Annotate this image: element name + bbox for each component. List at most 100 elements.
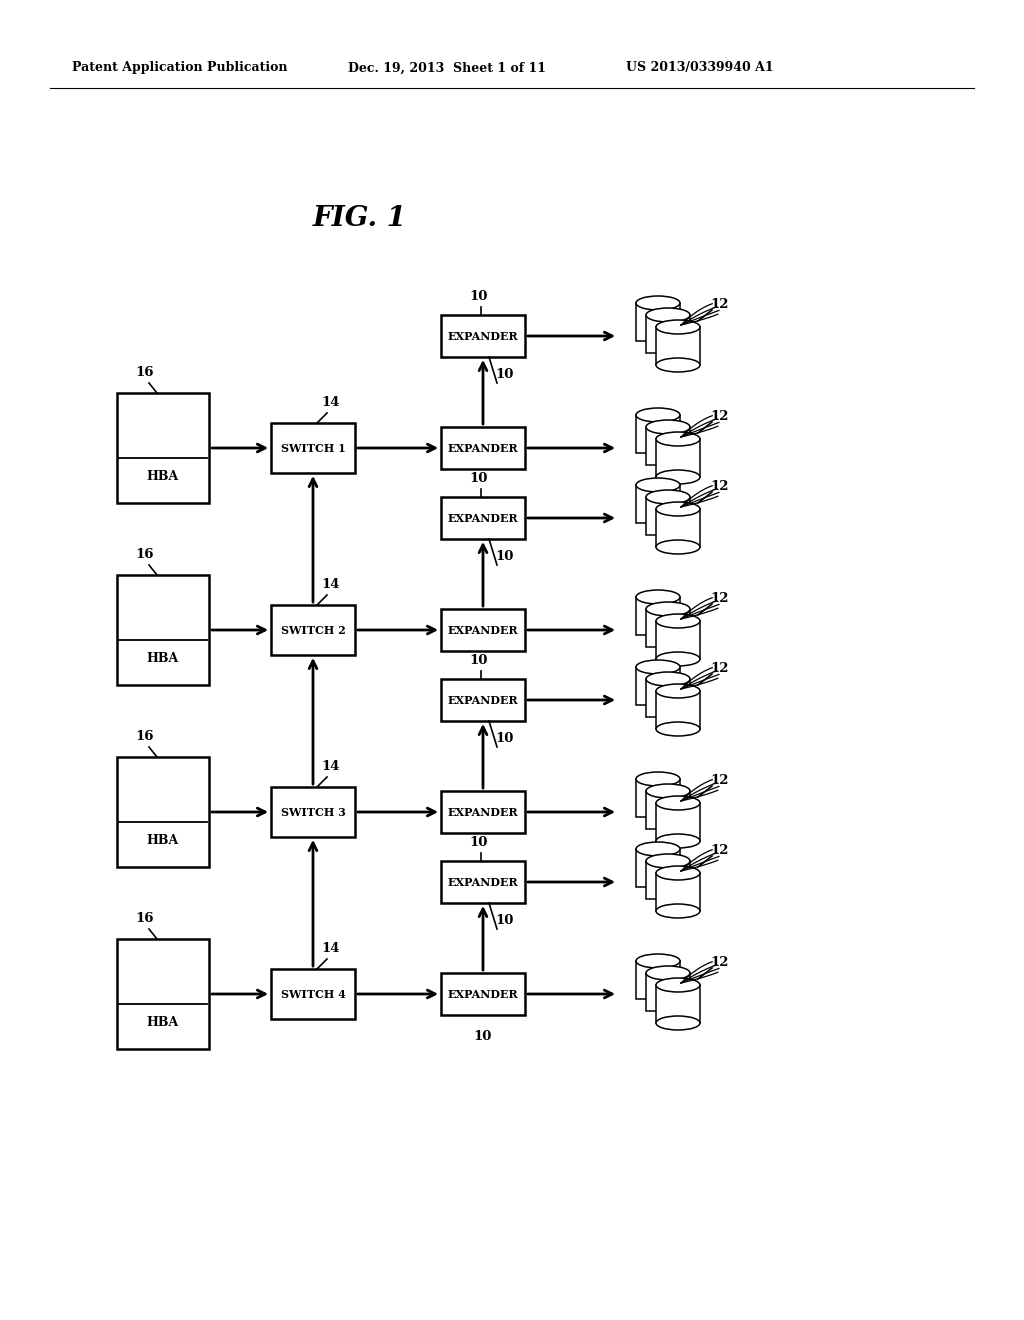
Bar — [441, 609, 525, 651]
Bar — [117, 393, 209, 503]
Bar — [441, 861, 525, 903]
Bar — [646, 498, 690, 535]
Ellipse shape — [656, 722, 700, 737]
Ellipse shape — [656, 319, 700, 334]
Text: SWITCH 4: SWITCH 4 — [281, 989, 345, 999]
Text: EXPANDER: EXPANDER — [447, 807, 518, 817]
Ellipse shape — [636, 772, 680, 785]
Bar — [656, 803, 700, 841]
Text: SWITCH 1: SWITCH 1 — [281, 442, 345, 454]
Bar — [271, 422, 355, 473]
Text: EXPANDER: EXPANDER — [447, 876, 518, 887]
Ellipse shape — [656, 358, 700, 372]
Ellipse shape — [656, 684, 700, 698]
Text: HBA: HBA — [146, 652, 179, 664]
Text: EXPANDER: EXPANDER — [447, 330, 518, 342]
Text: 16: 16 — [136, 912, 155, 925]
Text: 12: 12 — [711, 409, 729, 422]
Text: HBA: HBA — [146, 470, 179, 483]
Bar — [271, 787, 355, 837]
Ellipse shape — [646, 420, 690, 434]
Ellipse shape — [636, 590, 680, 605]
Text: 16: 16 — [136, 730, 155, 743]
Text: Dec. 19, 2013  Sheet 1 of 11: Dec. 19, 2013 Sheet 1 of 11 — [348, 62, 546, 74]
Ellipse shape — [636, 296, 680, 310]
Bar — [656, 873, 700, 911]
Text: HBA: HBA — [146, 833, 179, 846]
Ellipse shape — [646, 602, 690, 616]
Ellipse shape — [656, 834, 700, 847]
Bar — [271, 605, 355, 655]
Bar — [117, 939, 209, 1049]
Text: SWITCH 2: SWITCH 2 — [281, 624, 345, 635]
Bar — [646, 791, 690, 829]
Text: 10: 10 — [470, 473, 488, 486]
Text: 14: 14 — [322, 942, 340, 956]
Ellipse shape — [656, 796, 700, 810]
Ellipse shape — [656, 470, 700, 484]
Ellipse shape — [646, 672, 690, 686]
Text: 14: 14 — [322, 578, 340, 591]
Text: EXPANDER: EXPANDER — [447, 694, 518, 705]
Bar — [656, 690, 700, 729]
Bar — [656, 985, 700, 1023]
Ellipse shape — [636, 954, 680, 968]
Ellipse shape — [656, 652, 700, 667]
Text: Patent Application Publication: Patent Application Publication — [72, 62, 288, 74]
Bar — [646, 973, 690, 1011]
Text: 12: 12 — [711, 591, 729, 605]
Bar — [636, 849, 680, 887]
Ellipse shape — [636, 842, 680, 855]
Ellipse shape — [656, 1016, 700, 1030]
Text: 10: 10 — [496, 733, 514, 746]
Bar — [636, 597, 680, 635]
Text: EXPANDER: EXPANDER — [447, 624, 518, 635]
Bar — [441, 315, 525, 356]
Bar — [441, 973, 525, 1015]
Ellipse shape — [656, 614, 700, 628]
Bar — [656, 510, 700, 546]
Bar — [636, 484, 680, 523]
Text: SWITCH 3: SWITCH 3 — [281, 807, 345, 817]
Text: US 2013/0339940 A1: US 2013/0339940 A1 — [626, 62, 773, 74]
Bar — [441, 791, 525, 833]
Ellipse shape — [656, 866, 700, 880]
Ellipse shape — [656, 904, 700, 917]
Text: 12: 12 — [711, 661, 729, 675]
Ellipse shape — [646, 308, 690, 322]
Ellipse shape — [656, 432, 700, 446]
Bar — [636, 304, 680, 341]
Bar — [441, 426, 525, 469]
Bar — [441, 498, 525, 539]
Text: 10: 10 — [470, 655, 488, 668]
Text: 10: 10 — [474, 1031, 493, 1044]
Bar — [646, 426, 690, 465]
Text: 16: 16 — [136, 549, 155, 561]
Bar — [656, 440, 700, 477]
Text: 10: 10 — [496, 550, 514, 564]
Bar — [636, 414, 680, 453]
Bar — [636, 961, 680, 999]
Text: 10: 10 — [470, 837, 488, 850]
Text: 12: 12 — [711, 297, 729, 310]
Bar — [646, 861, 690, 899]
Ellipse shape — [646, 490, 690, 504]
Text: 16: 16 — [136, 367, 155, 380]
Text: 10: 10 — [496, 368, 514, 381]
Ellipse shape — [656, 540, 700, 554]
Text: 12: 12 — [711, 774, 729, 787]
Text: 14: 14 — [322, 760, 340, 774]
Text: 10: 10 — [470, 290, 488, 304]
Ellipse shape — [636, 408, 680, 422]
Text: EXPANDER: EXPANDER — [447, 512, 518, 524]
Ellipse shape — [656, 978, 700, 993]
Text: HBA: HBA — [146, 1015, 179, 1028]
Ellipse shape — [646, 966, 690, 979]
Text: EXPANDER: EXPANDER — [447, 442, 518, 454]
Ellipse shape — [646, 854, 690, 869]
Text: 12: 12 — [711, 479, 729, 492]
Ellipse shape — [646, 784, 690, 799]
Bar — [646, 609, 690, 647]
Bar — [656, 327, 700, 366]
Bar — [636, 779, 680, 817]
